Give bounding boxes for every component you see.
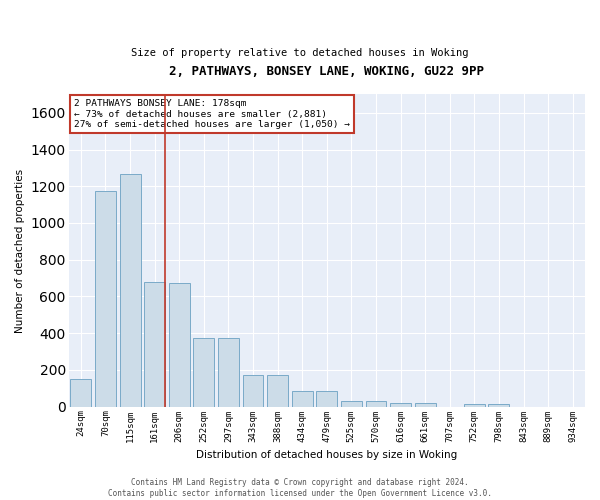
Bar <box>267 376 288 406</box>
Title: 2, PATHWAYS, BONSEY LANE, WOKING, GU22 9PP: 2, PATHWAYS, BONSEY LANE, WOKING, GU22 9… <box>169 65 484 78</box>
X-axis label: Distribution of detached houses by size in Woking: Distribution of detached houses by size … <box>196 450 457 460</box>
Bar <box>218 338 239 406</box>
Bar <box>95 191 116 406</box>
Bar <box>119 174 140 406</box>
Bar <box>464 404 485 406</box>
Bar <box>242 376 263 406</box>
Bar <box>341 401 362 406</box>
Bar <box>169 282 190 406</box>
Bar <box>144 282 165 406</box>
Text: Size of property relative to detached houses in Woking: Size of property relative to detached ho… <box>131 48 469 58</box>
Bar <box>316 391 337 406</box>
Bar <box>70 379 91 406</box>
Bar <box>193 338 214 406</box>
Text: 2 PATHWAYS BONSEY LANE: 178sqm
← 73% of detached houses are smaller (2,881)
27% : 2 PATHWAYS BONSEY LANE: 178sqm ← 73% of … <box>74 99 350 129</box>
Bar <box>488 404 509 406</box>
Y-axis label: Number of detached properties: Number of detached properties <box>15 168 25 332</box>
Bar <box>390 402 411 406</box>
Bar <box>415 402 436 406</box>
Text: Contains HM Land Registry data © Crown copyright and database right 2024.
Contai: Contains HM Land Registry data © Crown c… <box>108 478 492 498</box>
Bar <box>365 401 386 406</box>
Bar <box>292 391 313 406</box>
